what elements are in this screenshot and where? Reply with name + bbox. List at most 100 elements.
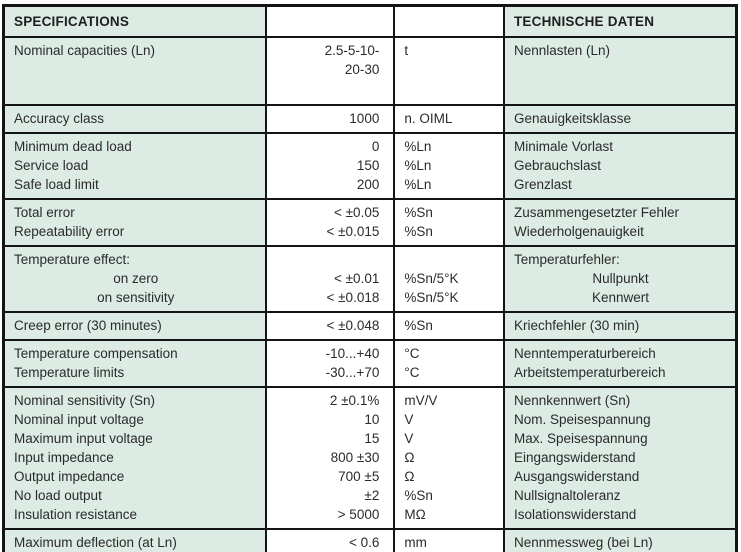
cell-line: Minimale Vorlast (513, 139, 614, 154)
cell-line (404, 250, 495, 269)
cell-line: Max. Speisespannung (513, 431, 648, 446)
cell-line: MΩ (404, 507, 426, 522)
cell-line: on zero (113, 271, 159, 286)
spec-cell: Temperature compensation Temperature limi… (2, 339, 268, 388)
cell-line: Ω (404, 469, 415, 484)
german-cell: Nennkennwert (Sn) Nom. Speisespannung Max.… (502, 386, 738, 530)
cell-line: Kennwert (591, 290, 650, 305)
cell-line: Nenntemperaturbereich (513, 346, 656, 361)
cell-line: 700 ±5 (338, 469, 380, 484)
value-cell: < 0.6 (265, 528, 396, 552)
table-header: SPECIFICATIONS TECHNISCHE DATEN (2, 4, 738, 38)
cell-line: < ±0.048 (326, 318, 380, 333)
spec-table-body: Nominal capacities (Ln) 2.5-5-10- 20-30 t Ne… (2, 36, 738, 552)
cell-line: 800 ±30 (330, 450, 380, 465)
cell-line: Zusammengesetzter Fehler (513, 205, 680, 220)
cell-line: %Sn (404, 205, 433, 220)
cell-line: Nullsignaltoleranz (513, 488, 621, 503)
table-row: Nominal sensitivity (Sn) Nominal input vo… (2, 386, 738, 530)
spec-cell: Total error Repeatability error (2, 198, 268, 247)
spec-cell: Creep error (30 minutes) (2, 311, 268, 341)
cell-line: %Sn (404, 318, 433, 333)
cell-line: Nominal input voltage (14, 412, 144, 427)
cell-line: < ±0.018 (326, 290, 380, 305)
cell-line: 1000 (349, 111, 380, 126)
cell-line: Nennmessweg (bei Ln) (513, 535, 653, 550)
cell-line: Input impedance (14, 450, 114, 465)
table-row: Temperature effect: on zero on sensitivity… (2, 245, 738, 313)
cell-line: Temperature compensation (14, 346, 178, 361)
cell-line: Minimum dead load (14, 139, 132, 154)
header-row: SPECIFICATIONS TECHNISCHE DATEN (2, 4, 738, 38)
cell-line: 2 ±0.1% (329, 393, 380, 408)
value-cell: 0 150 200 (265, 132, 396, 200)
cell-line: -10...+40 (325, 346, 380, 361)
cell-line: Service load (14, 158, 89, 173)
german-cell: Temperaturfehler: Nullpunkt Kennwert (502, 245, 738, 313)
unit-cell: %Sn (393, 311, 505, 341)
cell-line: V (404, 431, 414, 446)
unit-cell: %Ln %Ln %Ln (393, 132, 505, 200)
unit-cell: °C °C (393, 339, 505, 388)
spec-cell: Nominal sensitivity (Sn) Nominal input vo… (2, 386, 268, 530)
cell-line: n. OIML (404, 111, 453, 126)
header-unit-column (393, 4, 505, 38)
unit-cell: %Sn %Sn (393, 198, 505, 247)
cell-line: < 0.6 (348, 535, 380, 550)
cell-line: Kriechfehler (30 min) (513, 318, 640, 333)
unit-cell: mV/V V V Ω Ω %Sn MΩ (393, 386, 505, 530)
table-row: Creep error (30 minutes) < ±0.048 %Sn Kriec… (2, 311, 738, 341)
spec-cell: Nominal capacities (Ln) (2, 36, 268, 106)
value-cell: 2.5-5-10- 20-30 (265, 36, 396, 106)
cell-line: %Ln (404, 177, 432, 192)
header-value-column (265, 4, 396, 38)
cell-line: No load output (14, 488, 102, 503)
cell-line: < ±0.05 (334, 205, 380, 220)
cell-line: %Ln (404, 139, 432, 154)
german-cell: Nennmessweg (bei Ln) (502, 528, 738, 552)
table-row: Nominal capacities (Ln) 2.5-5-10- 20-30 t Ne… (2, 36, 738, 106)
cell-line: Nom. Speisespannung (513, 412, 651, 427)
cell-line: Total error (14, 205, 75, 220)
cell-line: ±2 (364, 488, 380, 503)
table-row: Minimum dead load Service load Safe load l… (2, 132, 738, 200)
german-cell: Genauigkeitsklasse (502, 104, 738, 134)
spec-cell: Temperature effect: on zero on sensitivity (2, 245, 268, 313)
german-cell: Kriechfehler (30 min) (502, 311, 738, 341)
cell-line: 15 (364, 431, 380, 446)
value-cell: 1000 (265, 104, 396, 134)
cell-line: Creep error (30 minutes) (14, 318, 162, 333)
cell-line: Output impedance (14, 469, 125, 484)
cell-line: Temperature limits (14, 365, 125, 380)
cell-line: Nominal sensitivity (Sn) (14, 393, 156, 408)
cell-line: Nennlasten (Ln) (513, 43, 611, 58)
table-row: Total error Repeatability error < ±0.05 < ±… (2, 198, 738, 247)
cell-line (276, 250, 379, 269)
cell-line: V (404, 412, 414, 427)
cell-line: on sensitivity (97, 290, 175, 305)
value-cell: 2 ±0.1% 10 15 800 ±30 700 ±5 ±2 > 5000 (265, 386, 396, 530)
cell-line: °C (404, 365, 420, 380)
cell-line: Safe load limit (14, 177, 99, 192)
cell-line: Nominal capacities (Ln) (14, 43, 156, 58)
cell-line: %Sn (404, 224, 433, 239)
cell-line: Maximum deflection (at Ln) (14, 535, 177, 550)
header-technische-daten: TECHNISCHE DATEN (502, 4, 738, 38)
cell-line: %Sn/5°K (404, 271, 459, 286)
cell-line: Temperature effect: (14, 252, 131, 267)
cell-line: Gebrauchslast (513, 158, 602, 173)
cell-line: 150 (356, 158, 380, 173)
cell-line: < ±0.015 (326, 224, 380, 239)
cell-line: °C (404, 346, 420, 361)
cell-line: %Sn/5°K (404, 290, 459, 305)
cell-line: Nennkennwert (Sn) (513, 393, 631, 408)
table-row: Accuracy class 1000 n. OIML Genauigkeitskla… (2, 104, 738, 134)
cell-line: Maximum input voltage (14, 431, 153, 446)
table-row: Temperature compensation Temperature limi… (2, 339, 738, 388)
cell-line: Nullpunkt (592, 271, 649, 286)
specifications-table: SPECIFICATIONS TECHNISCHE DATEN Nominal … (2, 4, 738, 552)
cell-line: Eingangswiderstand (513, 450, 636, 465)
cell-line: %Ln (404, 158, 432, 173)
cell-line: Ausgangswiderstand (513, 469, 640, 484)
cell-line: mm (404, 535, 427, 550)
